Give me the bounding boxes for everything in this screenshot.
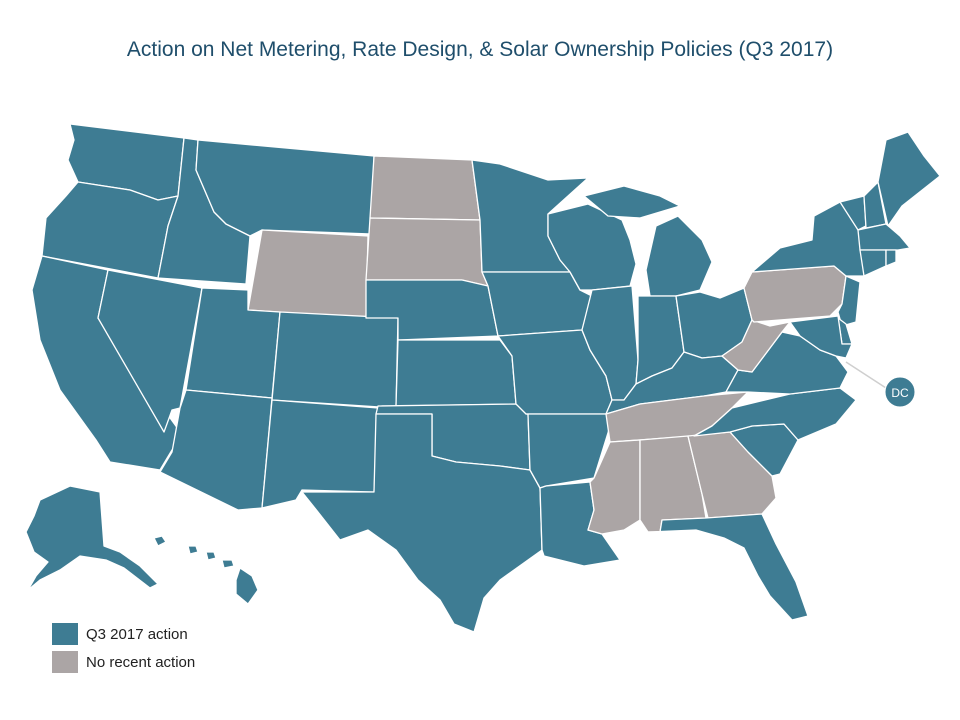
state-ak[interactable] (25, 485, 159, 591)
legend: Q3 2017 action No recent action (52, 620, 195, 676)
state-ct[interactable] (859, 249, 887, 277)
state-fl[interactable] (647, 513, 809, 621)
state-hi[interactable] (153, 535, 259, 605)
state-ks[interactable] (395, 339, 517, 407)
state-ne[interactable] (365, 279, 499, 341)
dc-label: DC (891, 386, 909, 400)
state-wy[interactable] (247, 229, 369, 319)
legend-swatch-action (52, 623, 78, 645)
state-ma[interactable] (857, 223, 911, 251)
legend-label-action: Q3 2017 action (86, 625, 188, 643)
state-tx[interactable] (301, 413, 543, 633)
state-md[interactable] (789, 315, 853, 359)
legend-swatch-no-action (52, 651, 78, 673)
legend-label-no-action: No recent action (86, 653, 196, 671)
map-title: Action on Net Metering, Rate Design, & S… (126, 38, 834, 61)
state-mi[interactable] (583, 185, 713, 297)
state-nc[interactable] (693, 387, 857, 441)
legend-item-action: Q3 2017 action (52, 620, 195, 648)
dc-marker[interactable] (884, 376, 916, 408)
state-ri[interactable] (885, 249, 897, 267)
state-nd[interactable] (369, 155, 481, 221)
dc-leader-line (845, 361, 887, 389)
state-sd[interactable] (365, 217, 489, 287)
state-mt[interactable] (195, 139, 375, 237)
state-co[interactable] (271, 311, 399, 409)
legend-item-no-action: No recent action (52, 648, 195, 676)
state-pa[interactable] (743, 265, 847, 323)
state-me[interactable] (877, 131, 941, 227)
